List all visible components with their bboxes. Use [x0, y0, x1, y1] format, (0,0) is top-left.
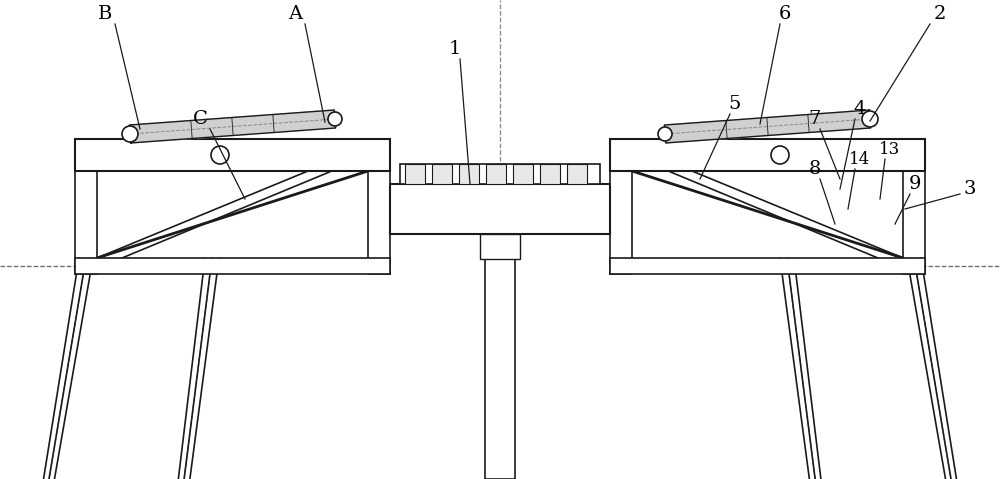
Text: 9: 9 — [909, 175, 921, 193]
Polygon shape — [664, 110, 871, 143]
Text: B: B — [98, 5, 112, 23]
Polygon shape — [129, 110, 336, 143]
Text: 14: 14 — [849, 150, 871, 168]
Text: 8: 8 — [809, 160, 821, 178]
Text: 6: 6 — [779, 5, 791, 23]
Text: 13: 13 — [879, 140, 901, 158]
Circle shape — [862, 111, 878, 127]
Bar — [405, 164, 425, 184]
Text: 4: 4 — [854, 100, 866, 118]
Circle shape — [122, 126, 138, 142]
Circle shape — [328, 112, 342, 126]
Bar — [610, 258, 925, 274]
Bar — [400, 164, 600, 184]
Text: 1: 1 — [449, 40, 461, 58]
Bar — [486, 164, 506, 184]
Bar — [75, 139, 97, 274]
Bar — [610, 139, 925, 171]
Bar — [368, 139, 390, 274]
Polygon shape — [0, 34, 1000, 479]
Bar — [610, 139, 632, 274]
Text: A: A — [288, 5, 302, 23]
Text: C: C — [193, 110, 207, 128]
Bar — [390, 184, 610, 234]
Bar — [903, 139, 925, 274]
Bar — [485, 234, 515, 479]
Bar — [567, 164, 587, 184]
Bar — [75, 258, 390, 274]
Bar — [459, 164, 479, 184]
Text: 2: 2 — [934, 5, 946, 23]
Circle shape — [771, 146, 789, 164]
Bar — [480, 234, 520, 259]
Bar — [540, 164, 560, 184]
Circle shape — [211, 146, 229, 164]
Text: 3: 3 — [964, 180, 976, 198]
Circle shape — [658, 127, 672, 141]
Text: 7: 7 — [809, 110, 821, 128]
Bar — [75, 139, 390, 171]
Bar — [432, 164, 452, 184]
Text: 5: 5 — [729, 95, 741, 113]
Bar — [513, 164, 533, 184]
